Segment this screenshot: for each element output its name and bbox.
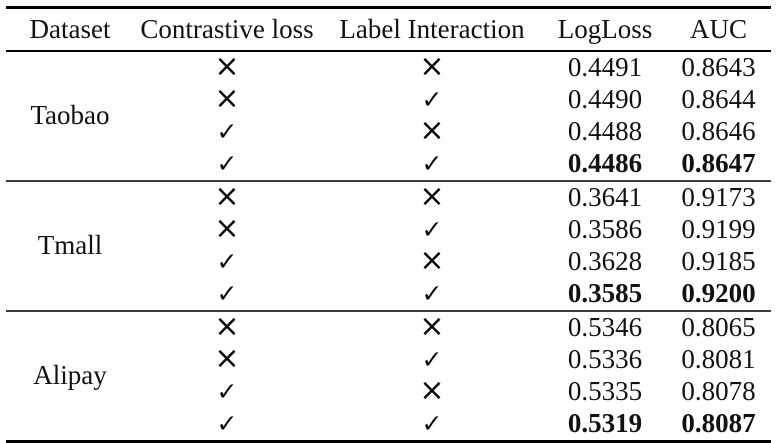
auc-value: 0.8065 (681, 312, 756, 342)
table-row: Tmall × × 0.3641 0.9173 (6, 179, 771, 261)
check-icon: ✓ (216, 279, 238, 308)
col-header-auc: AUC (689, 13, 747, 44)
logloss-value: 0.3586 (567, 214, 643, 244)
group-alipay: Alipay × × 0.5346 0.8065 × ✓ 0.5336 0.80… (6, 309, 771, 442)
dataset-label-alipay: Alipay (33, 360, 107, 390)
cross-icon: × (419, 49, 445, 84)
table-header: Dataset Contrastive loss Label Interacti… (6, 8, 771, 51)
logloss-value: 0.4491 (567, 52, 643, 82)
table-row: × ✓ 0.3586 0.9199 (6, 214, 771, 246)
table-row: ✓ × 0.5335 0.8078 (6, 376, 771, 408)
auc-value: 0.9199 (681, 214, 756, 244)
auc-value: 0.9173 (681, 182, 756, 212)
col-header-contrastive-loss: Contrastive loss (140, 13, 314, 44)
table-row: ✓ ✓ 0.5319 0.8087 (6, 408, 771, 442)
ablation-table: Dataset Contrastive loss Label Interacti… (6, 6, 771, 443)
check-icon: ✓ (421, 215, 443, 244)
auc-value-best: 0.9200 (681, 278, 756, 308)
check-icon: ✓ (421, 345, 443, 374)
cross-icon: × (214, 49, 240, 84)
col-header-dataset: Dataset (29, 13, 111, 44)
cross-icon: × (419, 179, 445, 214)
auc-value: 0.8646 (681, 116, 756, 146)
table-row: ✓ × 0.3628 0.9185 (6, 246, 771, 278)
logloss-value-best: 0.5319 (567, 408, 643, 438)
cross-icon: × (419, 373, 445, 408)
ablation-table-container: Dataset Contrastive loss Label Interacti… (6, 6, 771, 443)
cross-icon: × (214, 341, 240, 376)
dataset-label-tmall: Tmall (37, 230, 103, 260)
table-row: Taobao × × 0.4491 0.8643 (6, 49, 771, 131)
col-header-label-interaction: Label Interaction (339, 13, 525, 44)
cross-icon: × (419, 113, 445, 148)
auc-value-best: 0.8647 (681, 148, 756, 178)
table-row: ✓ ✓ 0.4486 0.8647 (6, 148, 771, 181)
cross-icon: × (214, 179, 240, 214)
table-row: ✓ ✓ 0.3585 0.9200 (6, 278, 771, 311)
table-row: × ✓ 0.4490 0.8644 (6, 84, 771, 116)
group-taobao: Taobao × × 0.4491 0.8643 × ✓ 0.4490 0.86… (6, 51, 771, 181)
check-icon: ✓ (216, 117, 238, 146)
auc-value-best: 0.8087 (681, 408, 756, 438)
auc-value: 0.8643 (681, 52, 756, 82)
logloss-value: 0.3628 (567, 246, 643, 276)
auc-value: 0.8081 (681, 344, 756, 374)
logloss-value: 0.4490 (567, 84, 643, 114)
cross-icon: × (214, 81, 240, 116)
check-icon: ✓ (421, 85, 443, 114)
logloss-value: 0.4488 (567, 116, 643, 146)
col-header-logloss: LogLoss (557, 13, 653, 44)
logloss-value: 0.5346 (567, 312, 643, 342)
check-icon: ✓ (421, 149, 443, 178)
check-icon: ✓ (216, 377, 238, 406)
header-row: Dataset Contrastive loss Label Interacti… (6, 8, 771, 51)
logloss-value-best: 0.3585 (567, 278, 643, 308)
cross-icon: × (419, 309, 445, 344)
auc-value: 0.8644 (681, 84, 756, 114)
group-tmall: Tmall × × 0.3641 0.9173 × ✓ 0.3586 0.919… (6, 179, 771, 311)
logloss-value: 0.3641 (567, 182, 643, 212)
dataset-label-taobao: Taobao (30, 100, 110, 130)
auc-value: 0.9185 (681, 246, 756, 276)
cross-icon: × (214, 211, 240, 246)
check-icon: ✓ (216, 149, 238, 178)
logloss-value: 0.5336 (567, 344, 643, 374)
table-row: ✓ × 0.4488 0.8646 (6, 116, 771, 148)
check-icon: ✓ (216, 247, 238, 276)
check-icon: ✓ (216, 409, 238, 438)
table-row: × ✓ 0.5336 0.8081 (6, 344, 771, 376)
table-row: Alipay × × 0.5346 0.8065 (6, 309, 771, 391)
logloss-value: 0.5335 (567, 376, 643, 406)
logloss-value-best: 0.4486 (567, 148, 643, 178)
check-icon: ✓ (421, 279, 443, 308)
auc-value: 0.8078 (681, 376, 756, 406)
cross-icon: × (214, 309, 240, 344)
check-icon: ✓ (421, 409, 443, 438)
cross-icon: × (419, 243, 445, 278)
